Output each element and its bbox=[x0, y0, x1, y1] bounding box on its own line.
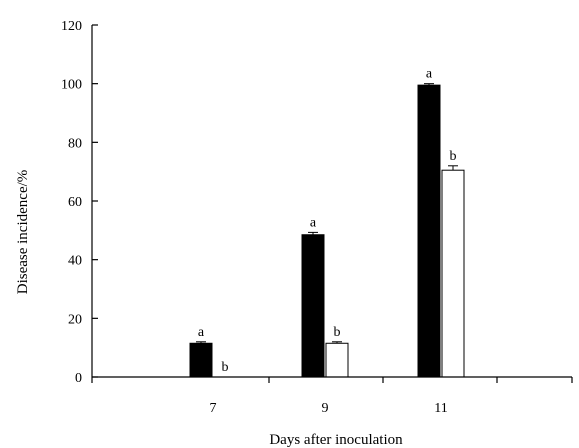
significance-label: a bbox=[198, 325, 205, 340]
bar bbox=[189, 342, 213, 378]
x-axis-ticks: 7 9 11 bbox=[91, 377, 573, 416]
y-tick-label: 80 bbox=[68, 136, 82, 151]
x-axis-title: Days after inoculation bbox=[269, 432, 403, 448]
significance-label: b bbox=[222, 360, 229, 375]
bar bbox=[417, 84, 441, 378]
y-tick-label: 20 bbox=[68, 312, 82, 327]
bar bbox=[325, 342, 349, 378]
y-tick-label: 60 bbox=[68, 195, 82, 210]
significance-label: b bbox=[450, 149, 457, 164]
x-tick-label: 11 bbox=[434, 401, 447, 416]
y-tick-label: 0 bbox=[75, 371, 82, 386]
x-tick-label: 9 bbox=[322, 401, 329, 416]
y-tick-label: 120 bbox=[61, 19, 82, 34]
y-tick-label: 40 bbox=[68, 254, 82, 269]
significance-label: a bbox=[310, 215, 317, 230]
bar bbox=[441, 169, 465, 378]
significance-label: b bbox=[334, 325, 341, 340]
bar bbox=[301, 234, 325, 378]
y-axis-ticks: 0 20 40 60 80 100 120 bbox=[61, 19, 98, 386]
x-tick-label: 7 bbox=[210, 401, 217, 416]
significance-label: a bbox=[426, 67, 433, 82]
plot-area: a a a b b b bbox=[189, 67, 465, 378]
y-tick-label: 100 bbox=[61, 78, 82, 93]
y-axis-title: Disease incidence/% bbox=[15, 170, 31, 295]
